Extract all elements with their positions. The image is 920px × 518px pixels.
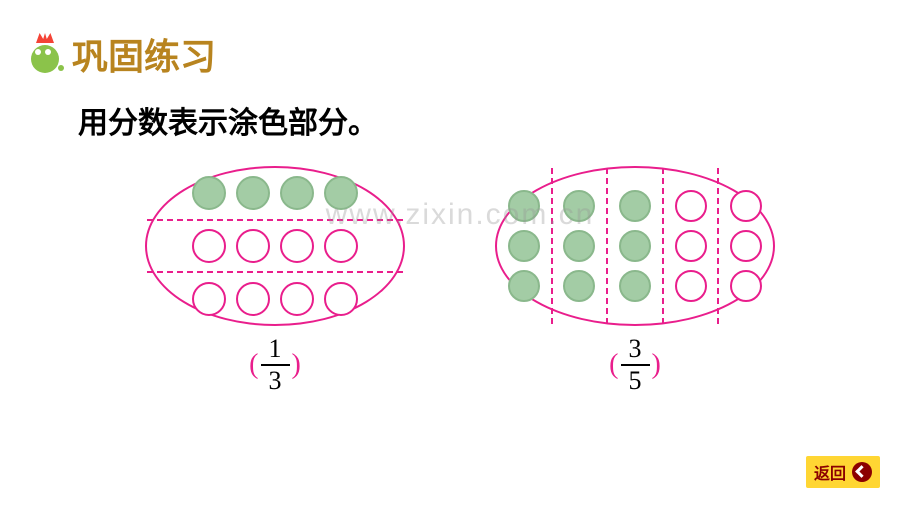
dot-filled	[563, 230, 595, 262]
dot-open	[192, 229, 226, 263]
dot-filled	[324, 176, 358, 210]
paren-open: (	[249, 349, 258, 381]
oval-cols	[497, 168, 773, 324]
dot-filled	[192, 176, 226, 210]
row	[147, 273, 403, 324]
dot-filled	[508, 230, 540, 262]
paren-open: (	[609, 349, 618, 381]
paren-close: )	[652, 349, 661, 381]
row	[147, 221, 403, 274]
dot-open	[730, 270, 762, 302]
paren-close: )	[292, 349, 301, 381]
figures-row: www.zixin.com.cn	[0, 166, 920, 394]
answer-2: ( 3 5 )	[609, 336, 661, 394]
col	[553, 168, 609, 324]
denominator: 5	[629, 366, 642, 394]
dot-filled	[508, 190, 540, 222]
header: 巩固练习	[0, 0, 920, 80]
col	[497, 168, 553, 324]
dot-open	[280, 229, 314, 263]
dot-filled	[563, 270, 595, 302]
dot-open	[324, 229, 358, 263]
back-arrow-icon	[852, 462, 872, 482]
denominator: 3	[269, 366, 282, 394]
col	[664, 168, 720, 324]
numerator: 3	[621, 336, 650, 366]
dot-filled	[280, 176, 314, 210]
dot-open	[236, 229, 270, 263]
col	[719, 168, 773, 324]
instruction-text: 用分数表示涂色部分。	[0, 80, 920, 142]
dot-filled	[619, 190, 651, 222]
dot-open	[280, 282, 314, 316]
row	[147, 168, 403, 221]
fraction: 1 3	[261, 336, 290, 394]
back-label: 返回	[814, 460, 846, 484]
dot-open	[730, 190, 762, 222]
dot-filled	[619, 230, 651, 262]
figure-2: ( 3 5 )	[495, 166, 775, 394]
mascot-icon	[28, 35, 62, 73]
dot-filled	[563, 190, 595, 222]
dot-open	[324, 282, 358, 316]
dot-filled	[508, 270, 540, 302]
oval-fifths	[495, 166, 775, 326]
fraction: 3 5	[621, 336, 650, 394]
dot-open	[675, 270, 707, 302]
section-title: 巩固练习	[72, 28, 216, 80]
dot-open	[675, 230, 707, 262]
dot-filled	[236, 176, 270, 210]
oval-rows	[147, 168, 403, 324]
numerator: 1	[261, 336, 290, 366]
dot-open	[192, 282, 226, 316]
back-button[interactable]: 返回	[806, 456, 880, 488]
dot-open	[236, 282, 270, 316]
dot-open	[675, 190, 707, 222]
figure-1: ( 1 3 )	[145, 166, 405, 394]
dot-open	[730, 230, 762, 262]
oval-thirds	[145, 166, 405, 326]
dot-filled	[619, 270, 651, 302]
answer-1: ( 1 3 )	[249, 336, 301, 394]
col	[608, 168, 664, 324]
